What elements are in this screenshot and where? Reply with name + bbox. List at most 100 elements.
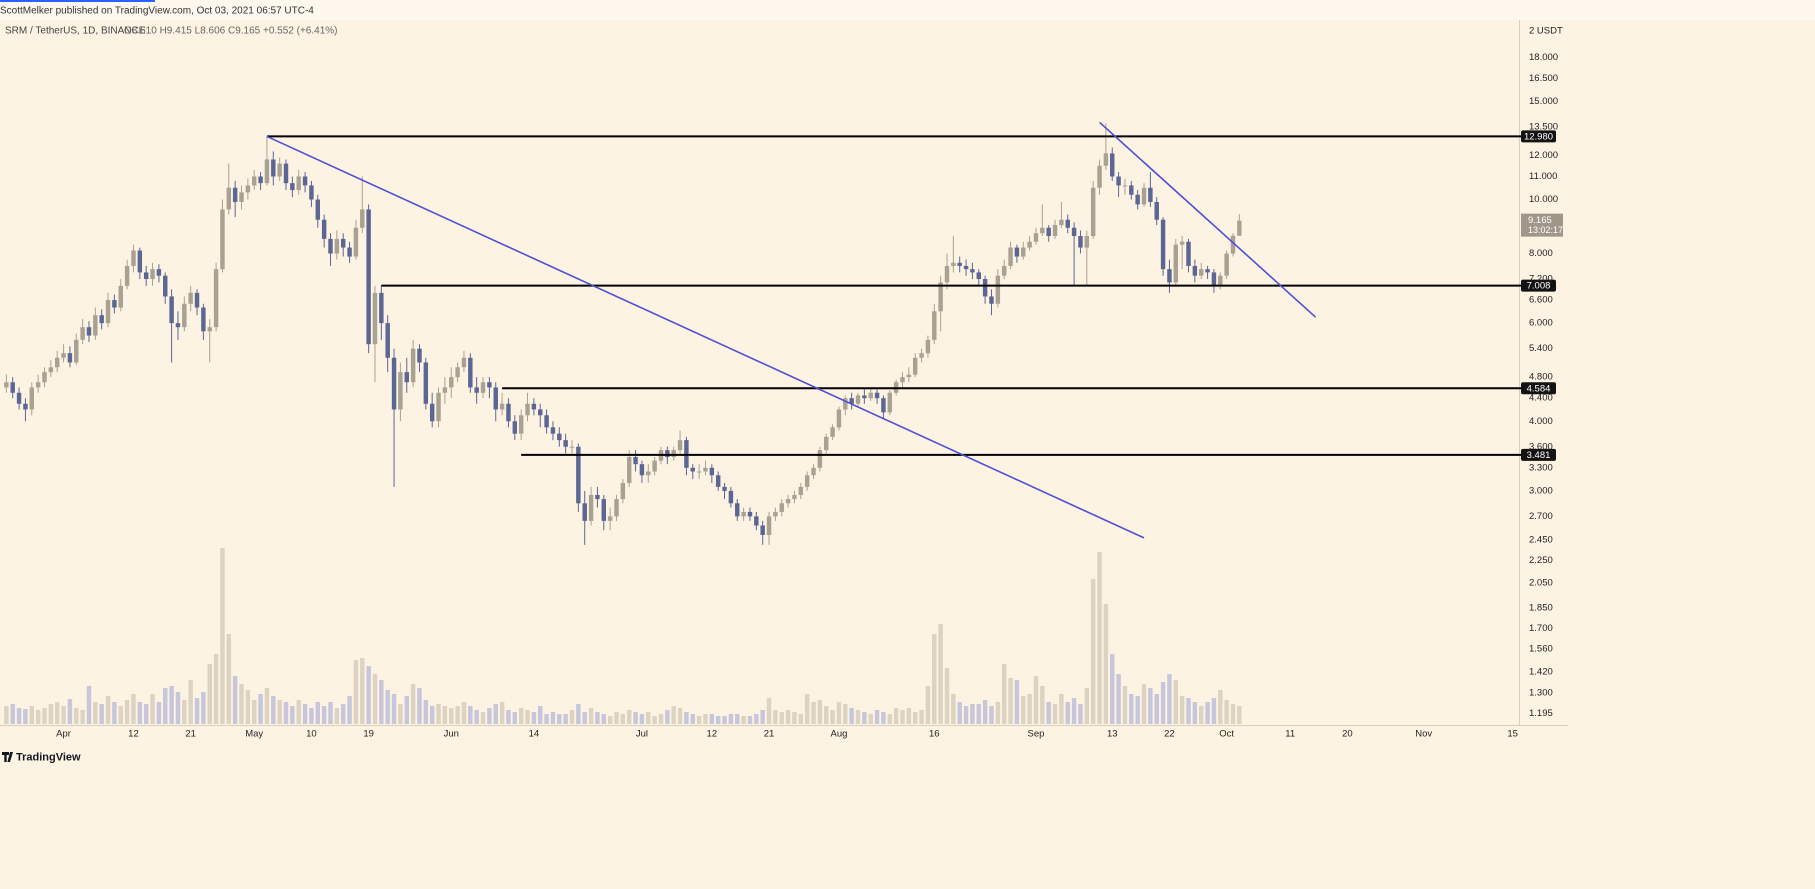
volume-bar <box>601 714 607 724</box>
candle-body <box>93 315 98 336</box>
y-tick-label: 15.000 <box>1529 96 1558 107</box>
volume-bar <box>67 699 73 724</box>
volume-bar <box>321 706 327 724</box>
level-badge <box>1521 130 1556 143</box>
x-tick-label: Aug <box>830 729 847 740</box>
candle-body <box>1237 220 1242 236</box>
volume-bar <box>804 694 810 724</box>
y-tick-label: 6.600 <box>1529 295 1553 306</box>
volume-bar <box>35 710 41 724</box>
volume-bar <box>595 712 600 724</box>
candle-body <box>881 398 886 413</box>
volume-bar <box>887 714 893 724</box>
volume-bar <box>277 700 282 724</box>
y-tick-label: 2.050 <box>1529 578 1553 589</box>
candle-body <box>239 192 244 202</box>
volume-bar <box>137 702 143 724</box>
candle-body <box>410 348 416 383</box>
candle-body <box>1059 219 1064 226</box>
volume-bar <box>309 708 314 724</box>
volume-bar <box>93 702 98 724</box>
y-tick-label: 2.700 <box>1529 511 1553 522</box>
candle-body <box>919 353 924 358</box>
volume-bar <box>334 708 340 724</box>
volume-bar <box>245 690 251 724</box>
candle-body <box>315 199 321 220</box>
candle-body <box>474 387 479 393</box>
volume-bar <box>1001 664 1007 724</box>
candle-body <box>404 372 409 383</box>
volume-bar <box>207 664 212 724</box>
volume-bar <box>531 712 537 724</box>
candle-body <box>741 511 746 517</box>
volume-bar <box>487 708 492 724</box>
candle-body <box>366 209 371 345</box>
volume-bar <box>131 694 136 724</box>
candle-body <box>449 377 454 388</box>
level-badge <box>1521 382 1556 395</box>
volume-bar <box>264 688 270 724</box>
volume-bar <box>1097 552 1102 724</box>
candle-body <box>531 403 537 410</box>
candle-body <box>773 511 778 517</box>
candle-body <box>582 503 587 521</box>
volume-bar <box>239 684 244 724</box>
last-price-badge <box>1521 213 1563 237</box>
candle-body <box>932 311 937 340</box>
volume-bar <box>156 702 162 724</box>
volume-bar <box>868 714 873 724</box>
volume-bar <box>493 704 498 724</box>
volume-bar <box>175 692 181 724</box>
x-tick-label: Oct <box>1219 729 1234 740</box>
candle-body <box>1008 247 1013 266</box>
volume-bar <box>182 700 187 724</box>
candle-body <box>1090 187 1096 237</box>
candle-body <box>1198 269 1204 276</box>
candle-body <box>607 516 613 521</box>
volume-bar <box>906 708 912 724</box>
volume-bar <box>86 686 92 724</box>
y-tick-label: 8.000 <box>1529 248 1553 259</box>
volume-bar <box>626 710 632 724</box>
candle-body <box>976 272 981 280</box>
volume-bar <box>811 702 816 724</box>
x-tick-label: 21 <box>185 729 196 740</box>
candle-body <box>811 467 816 476</box>
x-tick-label: 19 <box>363 729 374 740</box>
volume-bar <box>506 710 511 724</box>
candle-body <box>874 392 880 399</box>
candle-body <box>887 392 893 413</box>
candle-body <box>182 303 187 328</box>
volume-bar <box>544 714 549 724</box>
volume-bar <box>900 710 905 724</box>
volume-bar <box>1186 698 1191 724</box>
volume-bar <box>970 704 975 724</box>
volume-bar <box>99 704 104 724</box>
candle-body <box>843 398 848 410</box>
candle-body <box>665 450 670 458</box>
volume-bar <box>112 702 117 724</box>
volume-bar <box>1078 704 1083 724</box>
candle-body <box>703 467 708 472</box>
candle-body <box>601 499 607 521</box>
candle-body <box>105 300 111 324</box>
candle-body <box>328 238 333 254</box>
candle-body <box>499 403 505 410</box>
y-tick-label: 7.200 <box>1529 274 1553 285</box>
volume-bar <box>1027 694 1032 724</box>
candle-body <box>690 467 695 472</box>
candle-body <box>309 185 314 200</box>
volume-bar <box>347 696 352 724</box>
volume-bar <box>862 712 867 724</box>
volume-bar <box>296 700 301 724</box>
candle-body <box>207 327 212 332</box>
candle-body <box>1046 227 1051 237</box>
volume-bar <box>283 702 289 724</box>
candle-body <box>912 357 918 375</box>
volume-bar <box>1218 690 1223 724</box>
volume-bar <box>124 700 130 724</box>
level-label: 3.481 <box>1527 450 1551 461</box>
volume-bar <box>798 714 804 724</box>
volume-bar <box>976 704 981 724</box>
